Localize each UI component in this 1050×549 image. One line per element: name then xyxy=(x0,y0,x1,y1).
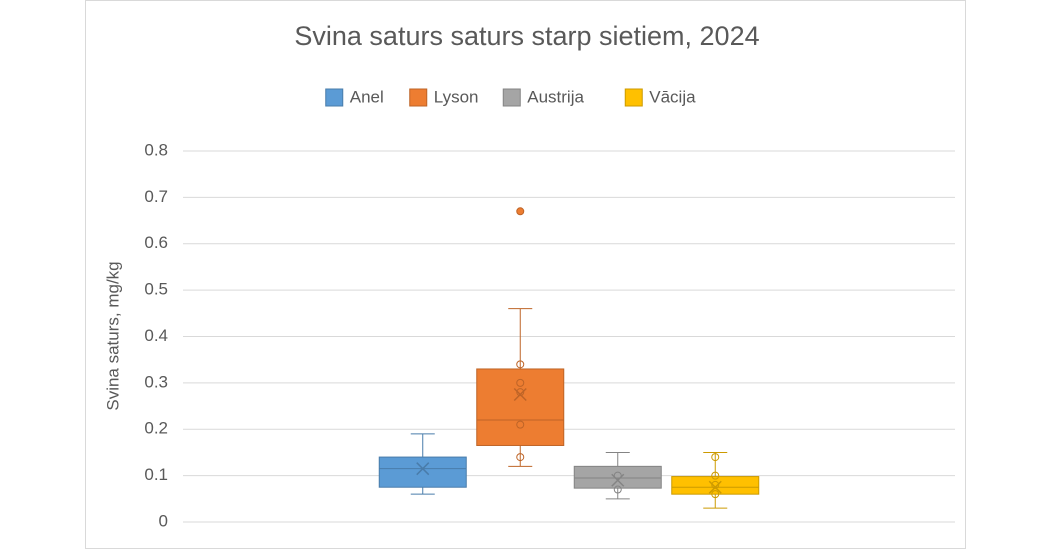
box xyxy=(671,476,760,495)
mean-marker xyxy=(708,480,722,494)
inner-point xyxy=(516,453,525,462)
outlier xyxy=(516,207,525,216)
legend-label: Anel xyxy=(350,87,384,106)
inner-point xyxy=(711,453,720,462)
legend-label: Vācija xyxy=(649,87,696,106)
chart-area xyxy=(85,0,966,549)
chart-title: Svina saturs saturs starp sietiem, 2024 xyxy=(294,21,759,51)
mean-marker xyxy=(513,387,527,401)
y-tick-label: 0.6 xyxy=(144,233,168,252)
inner-point xyxy=(516,360,525,369)
y-tick-label: 0.7 xyxy=(144,187,168,206)
y-tick-label: 0.3 xyxy=(144,372,168,391)
y-tick-label: 0.8 xyxy=(144,140,168,159)
y-tick-label: 0.1 xyxy=(144,465,168,484)
box xyxy=(476,368,565,446)
legend-swatch xyxy=(325,88,344,107)
y-tick-label: 0.5 xyxy=(144,280,168,299)
inner-point xyxy=(711,480,720,489)
inner-point xyxy=(516,388,525,397)
y-axis-label: Svina saturs, mg/kg xyxy=(103,261,122,410)
inner-point xyxy=(711,490,720,499)
legend-swatch xyxy=(624,88,643,107)
legend-swatch xyxy=(409,88,428,107)
y-tick-label: 0.2 xyxy=(144,419,168,438)
inner-point xyxy=(711,471,720,480)
y-tick-label: 0.4 xyxy=(144,326,168,345)
inner-point xyxy=(613,485,622,494)
box xyxy=(378,456,467,488)
legend-label: Lyson xyxy=(434,87,479,106)
legend-swatch xyxy=(502,88,521,107)
mean-marker xyxy=(611,473,625,487)
inner-point xyxy=(613,471,622,480)
box xyxy=(573,465,662,489)
inner-point xyxy=(516,420,525,429)
y-tick-label: 0 xyxy=(159,511,168,530)
mean-marker xyxy=(416,462,430,476)
inner-point xyxy=(516,378,525,387)
legend-label: Austrija xyxy=(527,87,584,106)
